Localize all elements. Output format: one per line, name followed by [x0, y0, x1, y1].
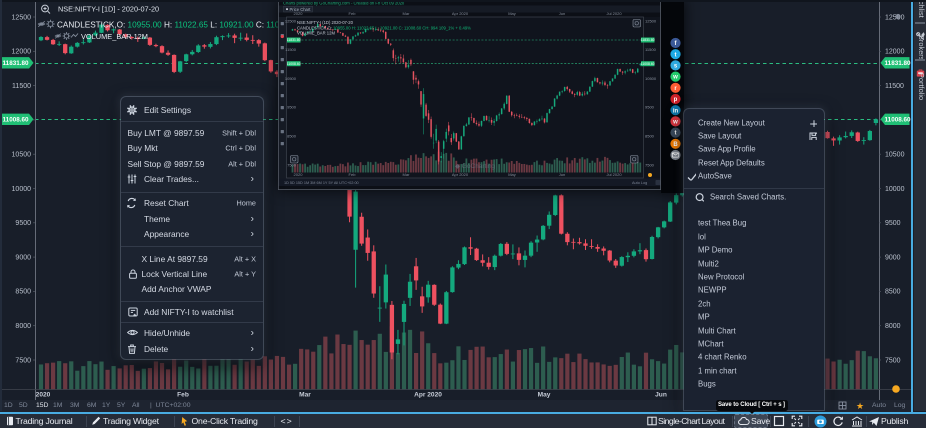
svg-text:Feb: Feb — [349, 11, 357, 16]
svg-text:2020: 2020 — [294, 172, 304, 177]
svg-text:r: r — [674, 86, 677, 92]
svg-text:10000: 10000 — [12, 186, 32, 193]
svg-text:CANDLESTICK,O: 10955.00 H: 11: CANDLESTICK,O: 10955.00 H: 11022.65 L: 1… — [57, 20, 300, 29]
svg-text:11831.80: 11831.80 — [287, 38, 301, 42]
svg-text:10500: 10500 — [285, 76, 297, 81]
svg-text:10000: 10000 — [885, 186, 905, 193]
svg-text:8500: 8500 — [885, 289, 901, 296]
svg-text:Charts powered by GoCharting.c: Charts powered by GoCharting.com - Creat… — [283, 0, 405, 5]
svg-text:9000: 9000 — [885, 254, 901, 261]
svg-text:Mar: Mar — [403, 172, 411, 177]
svg-text:B: B — [673, 142, 678, 148]
svg-text:11831.80: 11831.80 — [3, 60, 29, 67]
svg-text:8000: 8000 — [885, 323, 901, 330]
svg-text:8000: 8000 — [15, 323, 31, 330]
svg-text:11008.60: 11008.60 — [287, 62, 301, 66]
svg-text:w: w — [672, 75, 678, 81]
svg-text:◆ GoCharting: ◆ GoCharting — [455, 163, 495, 170]
svg-text:May: May — [508, 11, 516, 16]
svg-text:11500: 11500 — [645, 47, 657, 52]
svg-text:8500: 8500 — [15, 289, 31, 296]
svg-text:NSE:NIFTY-I [1D] - 2020-07-20: NSE:NIFTY-I [1D] - 2020-07-20 — [58, 4, 159, 13]
svg-text:9000: 9000 — [15, 254, 31, 261]
svg-text:12500: 12500 — [285, 18, 297, 23]
svg-text:11500: 11500 — [12, 83, 31, 90]
svg-text:12500: 12500 — [885, 14, 905, 21]
svg-text:12500: 12500 — [645, 18, 657, 23]
svg-text:7500: 7500 — [885, 357, 901, 364]
svg-text:Apr 2020: Apr 2020 — [452, 172, 469, 177]
svg-text:Feb: Feb — [177, 392, 189, 399]
svg-text:9500: 9500 — [645, 105, 655, 110]
svg-text:May: May — [538, 392, 551, 399]
svg-text:11008.60: 11008.60 — [3, 117, 29, 124]
svg-text:VOLUME_BAR 12M: VOLUME_BAR 12M — [81, 32, 148, 41]
svg-text:f: f — [675, 41, 678, 47]
svg-text:9500: 9500 — [287, 105, 297, 110]
svg-text:Jul 2020: Jul 2020 — [606, 172, 622, 177]
svg-text:Jun: Jun — [559, 172, 565, 177]
svg-text:10500: 10500 — [12, 152, 32, 159]
svg-text:t: t — [675, 131, 677, 137]
svg-text:7500: 7500 — [15, 357, 31, 364]
svg-text:11008.60: 11008.60 — [641, 62, 655, 66]
svg-text:t: t — [675, 52, 677, 58]
svg-text:1D 5D 15D 1M 3M 6M 1Y 5: 1D 5D 15D 1M 3M 6M 1Y 5Y All UTC+02:00 — [284, 181, 359, 185]
svg-text:11831.80: 11831.80 — [885, 60, 911, 67]
svg-text:12000: 12000 — [12, 49, 32, 56]
svg-text:7500: 7500 — [645, 162, 655, 167]
svg-text:Price Chart: Price Chart — [290, 7, 312, 12]
svg-text:Jun: Jun — [655, 392, 667, 399]
svg-text:w: w — [672, 120, 678, 126]
svg-text:Apr 2020: Apr 2020 — [452, 11, 469, 16]
svg-text:10500: 10500 — [885, 152, 905, 159]
svg-text:VOLUME_BAR 12M: VOLUME_BAR 12M — [297, 31, 335, 36]
svg-text:11831.80: 11831.80 — [641, 38, 655, 42]
svg-text:Feb: Feb — [349, 172, 357, 177]
svg-text:May: May — [508, 172, 516, 177]
svg-text:Apr 2020: Apr 2020 — [414, 392, 442, 399]
svg-text:CANDLESTICK,O: 10955.00 H: 110: CANDLESTICK,O: 10955.00 H: 11022.65 L: 1… — [297, 26, 471, 31]
svg-text:9500: 9500 — [885, 220, 901, 227]
svg-text:7500: 7500 — [287, 162, 297, 167]
svg-text:2020: 2020 — [294, 11, 304, 16]
svg-text:11008.60: 11008.60 — [885, 117, 911, 124]
svg-text:2020: 2020 — [36, 392, 51, 399]
svg-text:in: in — [673, 108, 679, 114]
svg-text:9500: 9500 — [15, 220, 31, 227]
svg-text:12500: 12500 — [12, 14, 32, 21]
svg-text:s: s — [674, 64, 678, 70]
svg-text:11500: 11500 — [285, 47, 297, 52]
svg-text:Jun: Jun — [559, 11, 565, 16]
svg-text:p: p — [674, 97, 678, 103]
svg-text:12000: 12000 — [885, 49, 905, 56]
svg-text:NSE:NIFTY-I (1D) 2020-07-20: NSE:NIFTY-I (1D) 2020-07-20 — [297, 20, 354, 25]
svg-text:8500: 8500 — [645, 133, 655, 138]
svg-text:Mar: Mar — [299, 392, 311, 399]
svg-text:Mar: Mar — [403, 11, 411, 16]
svg-text:Jul 2020: Jul 2020 — [606, 11, 622, 16]
svg-text:8500: 8500 — [287, 133, 297, 138]
svg-text:Auto Log: Auto Log — [632, 181, 647, 185]
svg-text:10500: 10500 — [645, 76, 657, 81]
svg-text:11500: 11500 — [885, 83, 904, 90]
